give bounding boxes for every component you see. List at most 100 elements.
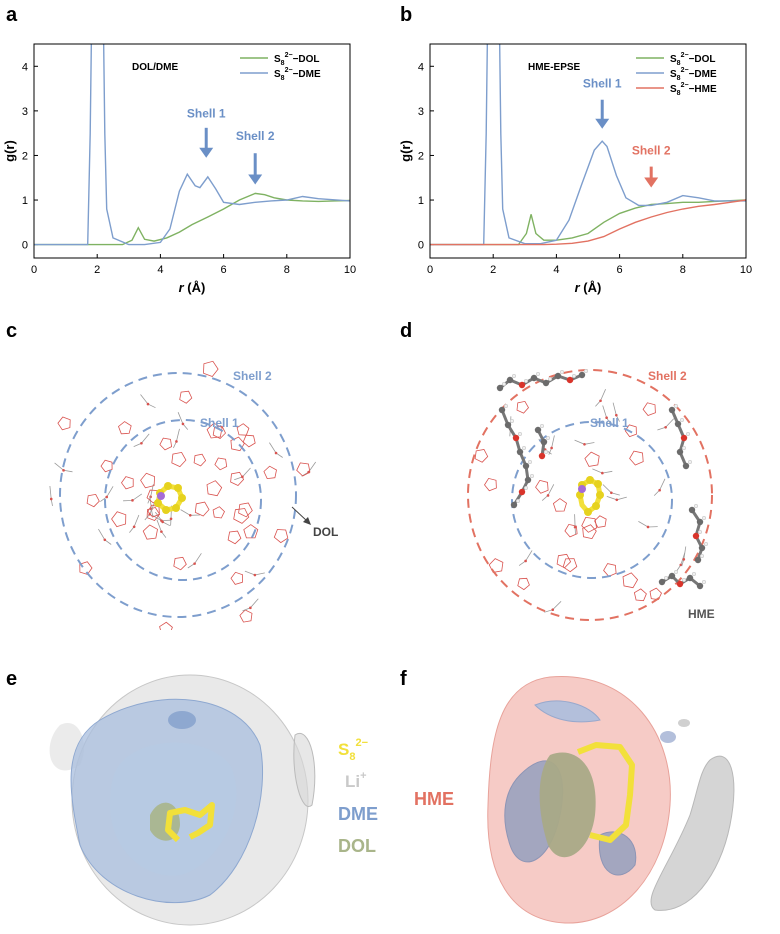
- hme-atom: [694, 556, 702, 564]
- hme-atom: [578, 371, 586, 379]
- annotation-shell-1: Shell 1: [187, 107, 226, 121]
- solvent-oxygen: [682, 558, 686, 561]
- hme-atom: [522, 462, 530, 470]
- s8-cluster: [154, 482, 186, 514]
- plot-frame: [429, 43, 747, 259]
- density-legend-dme: DME: [338, 804, 378, 824]
- hme-atom: [540, 438, 548, 446]
- solvent-ring: [242, 434, 256, 448]
- solvent-oxygen: [105, 495, 109, 499]
- panel-label-c: c: [6, 320, 18, 342]
- solvent-oxygen: [546, 494, 550, 497]
- solvent-oxygen: [583, 442, 586, 446]
- hme-hydrogen: [511, 373, 517, 379]
- y-tick-label: 4: [22, 61, 28, 73]
- hme-hydrogen: [527, 459, 533, 465]
- legend-entry: S82−−HME: [670, 82, 717, 97]
- solvent-oxygen: [132, 525, 136, 529]
- hme-atom: [524, 476, 532, 484]
- hme-atom: [510, 501, 518, 509]
- solvent-ring: [633, 588, 647, 602]
- solvent-oxygen: [646, 525, 650, 529]
- x-tick-label: 4: [157, 264, 163, 276]
- y-tick-label: 0: [418, 240, 424, 252]
- hme-hydrogen: [545, 435, 551, 441]
- hme-atom: [696, 518, 704, 526]
- solvent-oxygen: [181, 422, 185, 426]
- solvent-oxygen: [573, 525, 577, 529]
- hme-hydrogen: [681, 445, 687, 451]
- hme-hydrogen: [517, 431, 523, 437]
- solvent-ring: [584, 451, 600, 467]
- hme-hydrogen: [535, 371, 541, 377]
- solvent-ring: [206, 422, 223, 439]
- hme-hydrogen: [523, 378, 529, 384]
- solvent-oxygen: [146, 402, 150, 406]
- solvent-oxygen: [169, 517, 173, 521]
- solvent-ring: [517, 577, 530, 591]
- series-line-dol: [34, 192, 350, 246]
- solvent-ring: [564, 523, 578, 538]
- y-tick-label: 1: [418, 195, 424, 207]
- hme-hydrogen: [663, 575, 669, 581]
- x-tick-label: 6: [617, 264, 623, 276]
- solvent-ring: [535, 479, 549, 494]
- hme-atom: [686, 574, 694, 582]
- dol-pointer-arrow: [291, 506, 308, 522]
- solvent-ring: [171, 451, 187, 468]
- solvent-chain: [49, 485, 53, 506]
- hme-atom: [530, 374, 538, 382]
- annotation-arrowhead: [248, 174, 263, 185]
- hme-hydrogen: [571, 373, 577, 379]
- hme-atom: [668, 406, 676, 414]
- shell-1-circle: [104, 419, 262, 581]
- density-legend-li: Li+: [345, 770, 367, 791]
- solvent-oxygen: [679, 563, 683, 567]
- solvent-chain: [518, 550, 533, 566]
- annotation-arrowhead: [644, 177, 659, 188]
- x-tick-label: 10: [740, 264, 752, 276]
- shell-2-label: Shell 2: [648, 369, 687, 383]
- panel-label-e: e: [6, 668, 18, 690]
- shell-2-circle: [59, 372, 297, 618]
- series-line-dme: [34, 44, 350, 246]
- solvent-oxygen: [599, 399, 602, 403]
- hme-atom: [668, 572, 676, 580]
- hme-hydrogen: [703, 541, 709, 547]
- solvent-ring: [296, 462, 311, 477]
- hme-atom: [512, 434, 520, 442]
- solvent-ring: [214, 457, 228, 471]
- panel-label-d: d: [400, 320, 413, 342]
- solvent-ring: [159, 621, 173, 630]
- y-tick-label: 3: [418, 106, 424, 118]
- solvent-oxygen: [550, 446, 553, 450]
- y-tick-label: 2: [418, 150, 424, 162]
- solvent-ring: [140, 472, 156, 489]
- hme-hydrogen: [539, 423, 545, 429]
- solvent-chain: [98, 528, 112, 545]
- solvent-chain: [156, 519, 167, 538]
- x-tick-label: 2: [490, 264, 496, 276]
- y-axis-label: g(r): [398, 140, 413, 162]
- solvent-ring: [230, 571, 244, 585]
- x-tick-label: 8: [284, 264, 290, 276]
- solvent-chain: [140, 394, 156, 409]
- solvent-oxygen: [175, 440, 178, 443]
- solvent-ring: [484, 477, 497, 492]
- solvent-ring: [227, 530, 242, 545]
- solvent-oxygen: [249, 606, 252, 610]
- y-tick-label: 0: [22, 240, 28, 252]
- solvent-ring: [624, 424, 637, 438]
- hme-atom: [518, 381, 526, 389]
- hme-atom: [516, 448, 524, 456]
- hme-atom: [682, 462, 690, 470]
- x-tick-label: 6: [221, 264, 227, 276]
- solvent-ring: [629, 450, 644, 466]
- solvent-ring: [179, 390, 193, 404]
- panel-label-a: a: [6, 4, 18, 26]
- hme-hydrogen: [697, 529, 703, 535]
- series-line-dme: [430, 44, 746, 246]
- hme-label: HME: [688, 607, 715, 621]
- series-line-dol: [430, 199, 746, 246]
- solvent-oxygen: [551, 608, 555, 612]
